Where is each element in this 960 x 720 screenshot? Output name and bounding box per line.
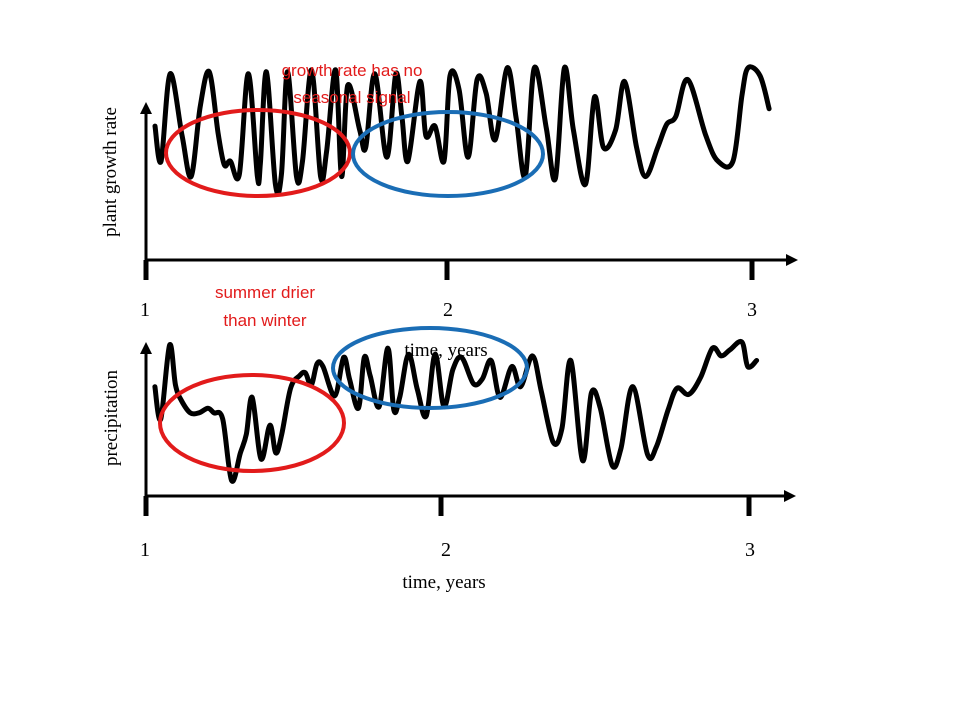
x-axis-label-bottom: time, years <box>402 572 485 593</box>
annotation-mid-line1: summer drier <box>215 283 315 302</box>
x-tick-label-1-top: 1 <box>140 299 150 321</box>
panel-growth: 1 2 3 time, years plant growth rate grow… <box>100 61 798 361</box>
annotation-top-line1: growth rate has no <box>282 61 423 80</box>
x-axis-arrow-bottom <box>784 490 796 502</box>
y-axis-label-top: plant growth rate <box>100 107 121 237</box>
blue-ellipse-top <box>351 110 545 198</box>
panel-precipitation: 1 2 3 time, years precipitation summer d… <box>101 283 796 593</box>
x-axis-label-top: time, years <box>404 340 487 361</box>
x-tick-label-1-bottom: 1 <box>140 539 150 561</box>
red-ellipse-bottom <box>158 373 346 473</box>
x-tick-label-2-top: 2 <box>443 299 453 321</box>
x-tick-label-3-bottom: 3 <box>745 539 755 561</box>
red-ellipse-top <box>164 108 352 198</box>
blue-ellipse-bottom <box>331 326 529 410</box>
annotation-mid-line2: than winter <box>223 311 306 330</box>
x-axis-arrow-top <box>786 254 798 266</box>
x-tick-label-3-top: 3 <box>747 299 757 321</box>
series-line-growth <box>152 64 772 197</box>
x-tick-label-2-bottom: 2 <box>441 539 451 561</box>
series-line-precipitation <box>152 338 760 484</box>
y-axis-arrow-top <box>140 102 152 114</box>
y-axis-arrow-bottom <box>140 342 152 354</box>
y-axis-label-bottom: precipitation <box>101 369 122 466</box>
annotation-top-line2: seasonal signal <box>293 88 410 107</box>
